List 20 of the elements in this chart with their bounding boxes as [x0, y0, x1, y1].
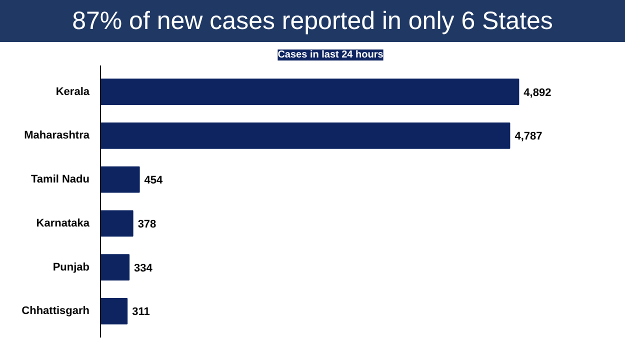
- y-tick-label: Chhattisgarh: [22, 305, 90, 318]
- chart-subtitle: Cases in last 24 hours: [278, 50, 384, 60]
- bar: [100, 254, 130, 281]
- bar: [100, 166, 140, 193]
- bar: [100, 122, 510, 149]
- y-tick-label: Kerala: [56, 86, 90, 98]
- y-tick-label: Maharashtra: [24, 130, 90, 142]
- data-label: 454: [144, 174, 164, 187]
- bar: [100, 298, 128, 324]
- bar: [100, 210, 134, 237]
- data-label: 311: [132, 306, 150, 318]
- data-label: 334: [134, 262, 154, 274]
- y-tick-label: Tamil Nadu: [31, 174, 90, 186]
- data-label: 378: [138, 218, 156, 230]
- bar: [100, 78, 520, 106]
- y-tick-label: Punjab: [52, 261, 90, 274]
- data-label: 4,787: [514, 130, 542, 143]
- y-tick-label: Karnataka: [36, 217, 90, 230]
- data-label: 4,892: [524, 86, 552, 99]
- chart-title: 87% of new cases reported in only 6 States: [0, 0, 625, 42]
